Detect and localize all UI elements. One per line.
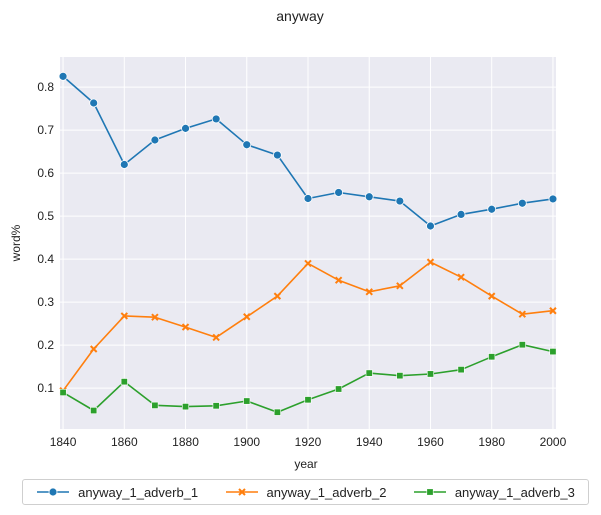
data-point	[396, 282, 404, 290]
legend-label: anyway_1_adverb_3	[454, 484, 575, 500]
y-tick-label: 0.5	[37, 209, 54, 223]
legend: anyway_1_adverb_1 anyway_1_adverb_2 anyway…	[22, 479, 589, 505]
data-point	[181, 123, 190, 133]
data-point	[335, 385, 343, 393]
data-point	[426, 488, 434, 496]
data-point	[243, 397, 251, 405]
data-point	[243, 313, 251, 321]
x-tick-label: 1900	[233, 435, 260, 449]
data-point	[272, 150, 282, 160]
chart-title: anyway	[276, 8, 323, 24]
data-point	[58, 71, 68, 81]
data-point	[150, 135, 160, 145]
y-tick-label: 0.1	[37, 381, 54, 395]
data-point	[456, 210, 466, 219]
series-anyway_1_adverb_1	[58, 71, 558, 231]
data-point	[151, 401, 159, 409]
y-tick-label: 0.8	[37, 80, 54, 94]
data-point	[89, 345, 98, 353]
x-tick-label: 1860	[111, 435, 138, 449]
data-point	[181, 323, 190, 331]
y-tick-label: 0.3	[37, 295, 54, 309]
legend-label: anyway_1_adverb_1	[78, 484, 199, 500]
data-point	[211, 114, 221, 124]
legend-swatch	[413, 488, 446, 496]
x-axis-label: year	[294, 457, 317, 471]
legend-entry: anyway_1_adverb_2	[225, 484, 387, 500]
y-tick-label: 0.2	[37, 338, 54, 352]
legend-swatch	[37, 487, 70, 497]
data-point	[487, 292, 496, 300]
data-point	[365, 369, 373, 377]
data-point	[334, 276, 343, 284]
data-point	[518, 341, 526, 349]
data-point	[396, 372, 404, 380]
legend-entry: anyway_1_adverb_3	[413, 485, 575, 500]
data-point	[304, 396, 312, 404]
data-point	[242, 140, 252, 150]
x-tick-label: 1920	[295, 435, 322, 449]
data-point	[548, 194, 558, 204]
data-point	[395, 196, 405, 206]
data-point	[48, 487, 58, 497]
data-point	[119, 160, 129, 169]
data-point	[304, 259, 312, 268]
y-axis-label: word%	[9, 224, 23, 262]
data-point	[488, 353, 496, 361]
x-tick-label: 1960	[417, 435, 444, 449]
data-point	[518, 310, 527, 318]
data-point	[426, 221, 435, 231]
y-tick-label: 0.6	[37, 166, 54, 180]
data-point	[549, 348, 557, 356]
legend-entry: anyway_1_adverb_1	[36, 485, 198, 500]
data-point	[151, 313, 159, 321]
data-point	[212, 333, 220, 342]
legend-label: anyway_1_adverb_2	[266, 484, 387, 500]
data-point	[273, 292, 282, 300]
data-point	[457, 366, 465, 374]
data-point	[212, 402, 220, 410]
data-point	[549, 307, 557, 315]
data-point	[457, 273, 465, 281]
data-point	[487, 204, 497, 214]
x-tick-label: 1940	[356, 435, 383, 449]
data-point	[517, 198, 527, 208]
data-point	[364, 192, 374, 202]
data-point	[426, 370, 434, 378]
data-point	[90, 407, 98, 415]
data-point	[182, 403, 190, 411]
x-tick-label: 1880	[172, 435, 199, 449]
data-point	[237, 488, 246, 496]
data-point	[89, 98, 99, 108]
data-point	[120, 378, 128, 386]
data-point	[334, 188, 344, 197]
data-point	[273, 408, 281, 416]
y-tick-label: 0.4	[37, 252, 54, 266]
x-tick-label: 1980	[478, 435, 505, 449]
data-point	[303, 194, 313, 203]
data-point	[59, 388, 67, 396]
x-tick-label: 2000	[540, 435, 567, 449]
y-tick-label: 0.7	[37, 123, 54, 137]
x-tick-label: 1840	[50, 435, 77, 449]
data-point	[426, 258, 435, 266]
legend-swatch	[225, 488, 258, 496]
data-point	[120, 312, 129, 320]
data-point	[365, 288, 373, 296]
series-anyway_1_adverb_3	[59, 341, 557, 416]
